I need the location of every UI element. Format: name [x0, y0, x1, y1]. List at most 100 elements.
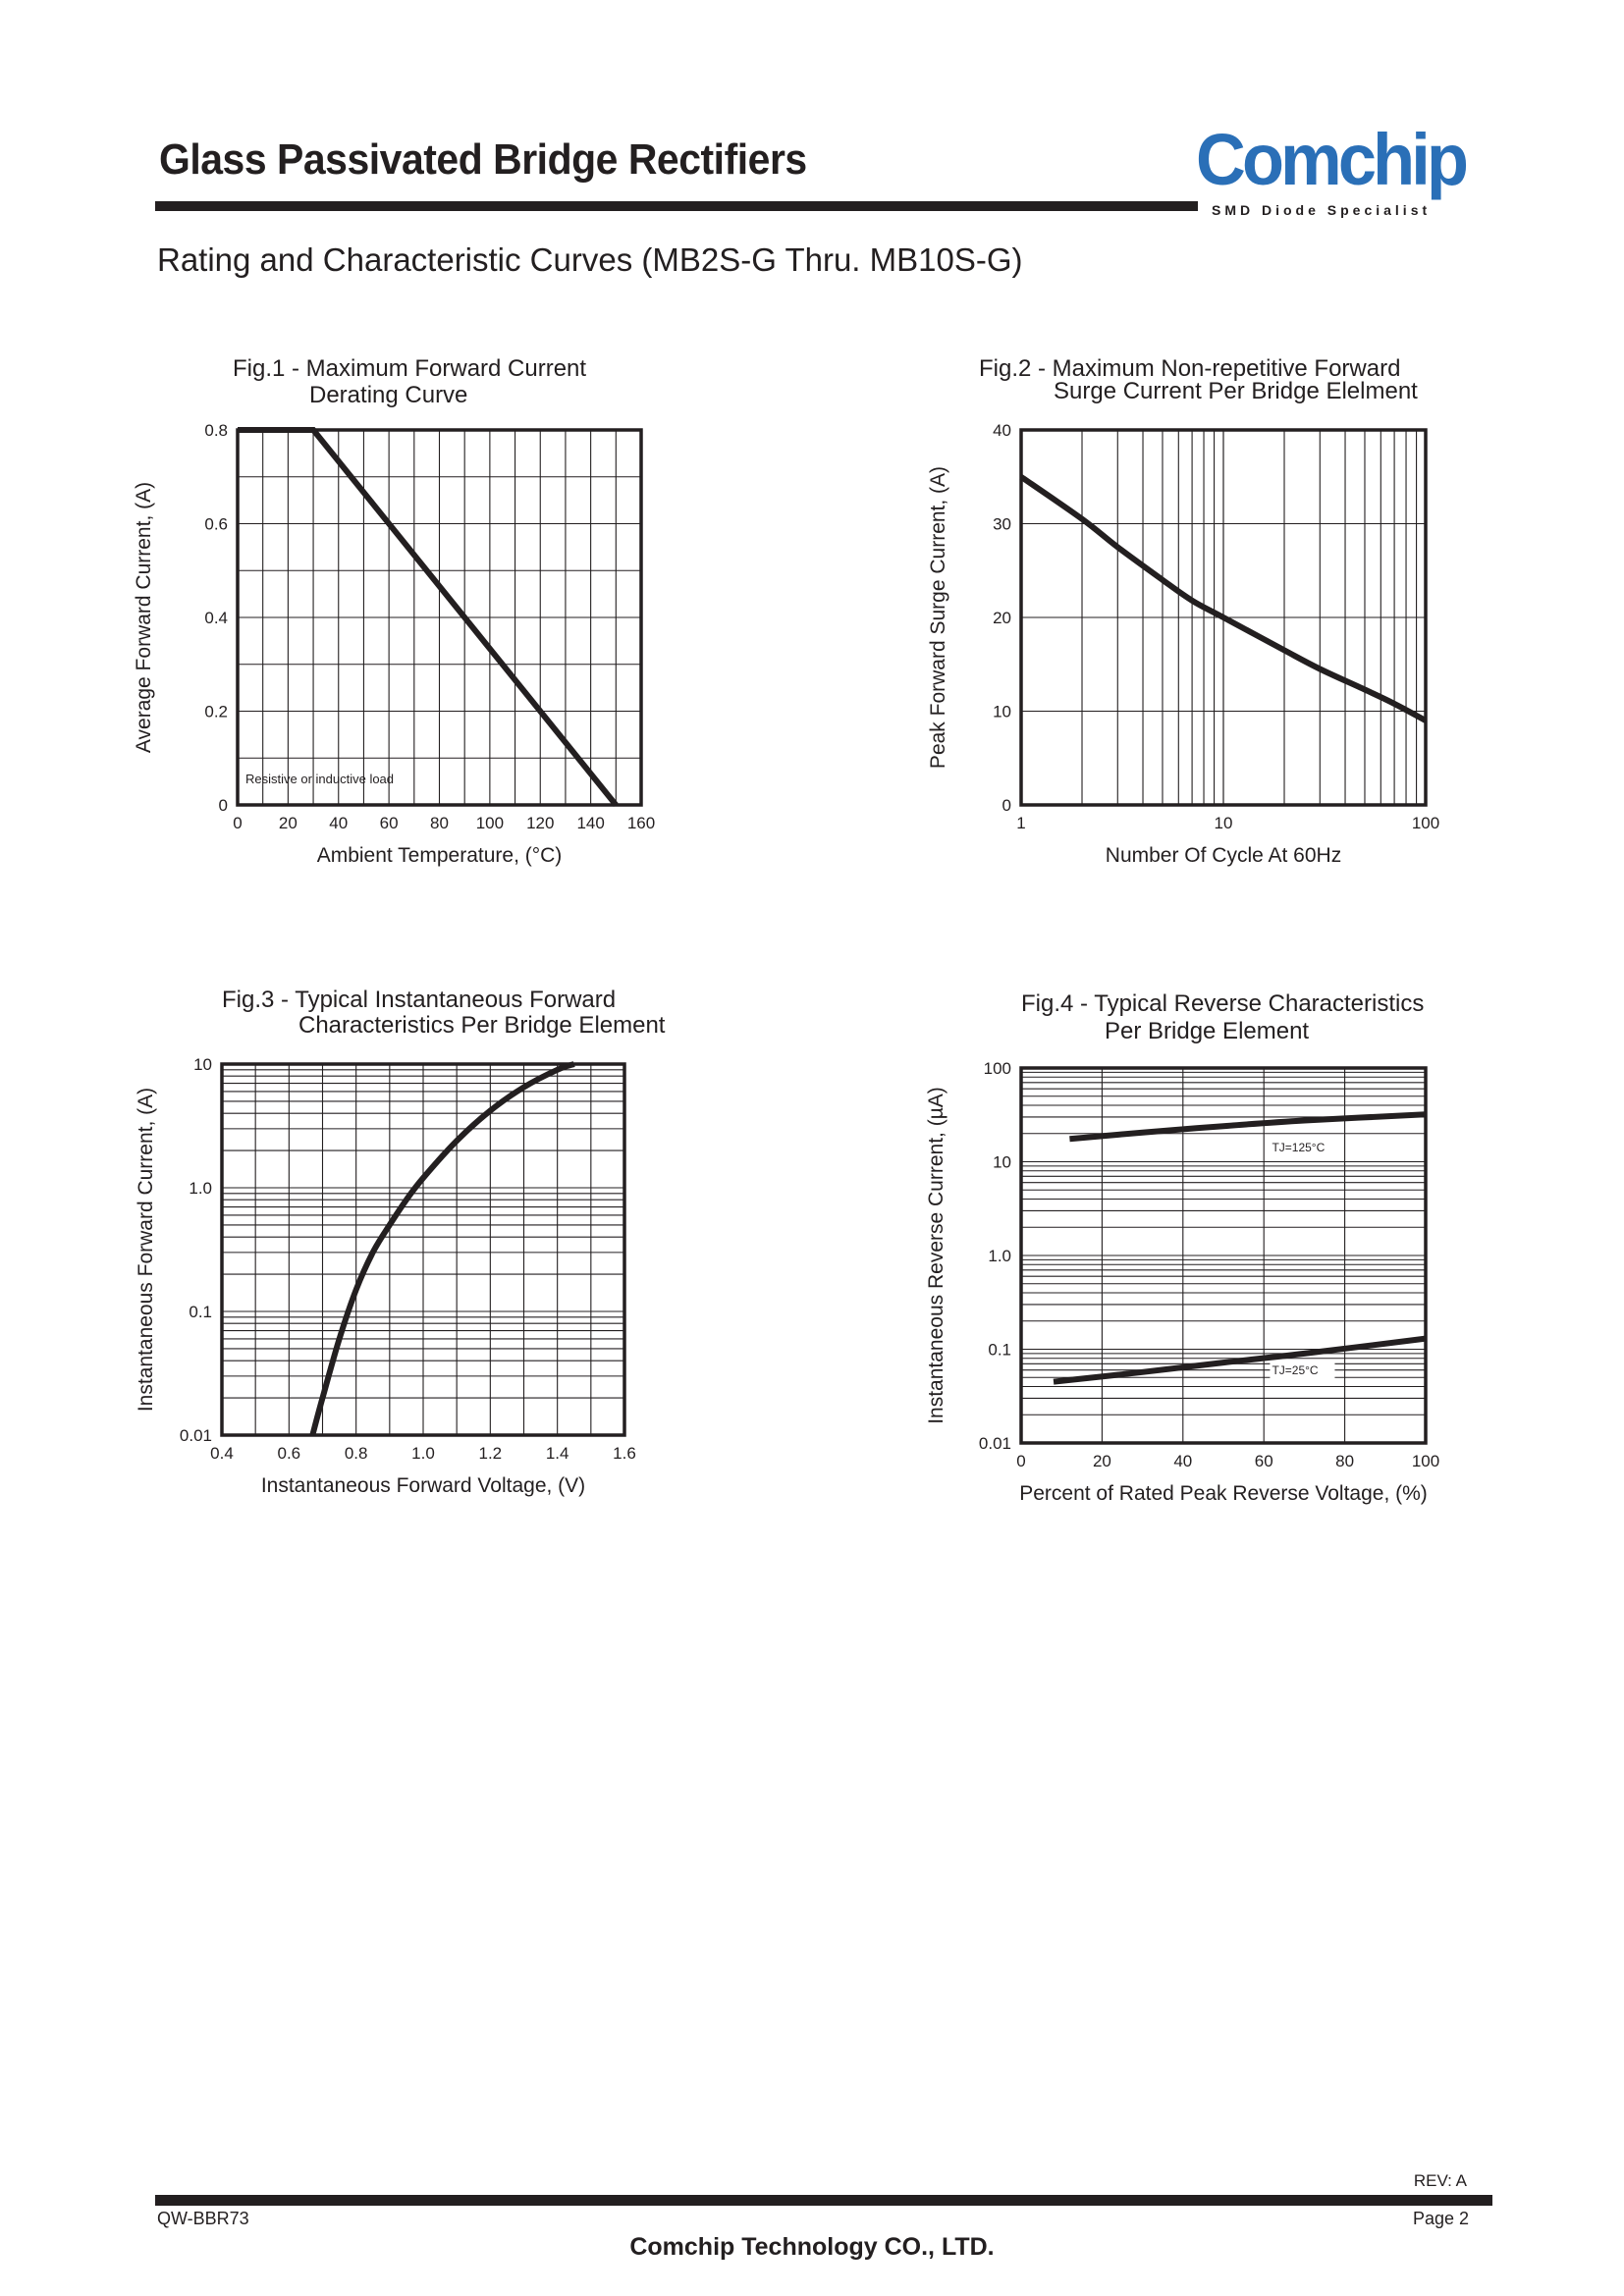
fig4-title-line: Fig.4 - Typical Reverse Characteristics	[1021, 990, 1424, 1017]
fig4-y-tick-label: 10	[993, 1153, 1011, 1172]
fig2-title-line: Fig.2 - Maximum Non-repetitive Forward	[979, 355, 1400, 382]
page-number: Page 2	[1412, 2209, 1469, 2228]
fig4-title-line: Per Bridge Element	[1105, 1018, 1309, 1044]
fig4-frame	[1019, 1066, 1428, 1445]
fig3-y-tick-label: 0.1	[189, 1303, 212, 1321]
fig3-x-tick-label: 0.8	[345, 1444, 368, 1463]
fig1-annotation: Resistive or inductive load	[245, 772, 394, 786]
fig4-x-tick-label: 0	[1016, 1452, 1025, 1470]
fig2-surge-chart: 1 10 100 0 10 20 30 40 Fig.2 - Maximum Non-repet…	[927, 355, 1439, 867]
fig1-x-tick-label: 120	[526, 814, 554, 832]
fig4-y-axis-label: Instantaneous Reverse Current, (µA)	[925, 1087, 947, 1424]
fig3-y-tick-labels: 0.01 0.1 1.0 10	[180, 1055, 212, 1445]
fig3-forward-chart: 0.4 0.6 0.8 1.0 1.2 1.4 1.6 0.01 0.1 1.0 10 Fig.3 -…	[135, 987, 666, 1497]
fig1-y-axis-label: Average Forward Current, (A)	[133, 482, 155, 753]
fig4-y-tick-label: 100	[984, 1059, 1011, 1078]
fig1-x-tick-label: 80	[430, 814, 449, 832]
fig3-frame	[220, 1062, 626, 1437]
fig3-x-tick-labels: 0.4 0.6 0.8 1.0 1.2 1.4 1.6	[210, 1444, 636, 1463]
fig2-y-tick-label: 20	[993, 609, 1011, 627]
page-subtitle: Rating and Characteristic Curves (MB2S-G…	[157, 241, 1023, 278]
title-rule	[155, 201, 1198, 211]
fig3-x-tick-label: 0.4	[210, 1444, 234, 1463]
revision-label: REV: A	[1413, 2171, 1467, 2190]
fig4-x-tick-label: 80	[1335, 1452, 1354, 1470]
company-logo: Comchip SMD Diode Specialist	[1196, 119, 1473, 219]
fig4-series-label-bg	[1270, 1362, 1335, 1379]
fig4-y-tick-label: 0.01	[979, 1434, 1011, 1453]
fig3-grid	[221, 1063, 625, 1436]
fig1-x-tick-label: 160	[627, 814, 655, 832]
footer-rule	[155, 2195, 1492, 2206]
fig1-x-tick-label: 0	[233, 814, 242, 832]
fig3-y-tick-label: 10	[193, 1055, 212, 1074]
fig4-series-line	[1053, 1335, 1427, 1385]
fig2-y-axis-label: Peak Forward Surge Current, (A)	[927, 466, 949, 769]
fig4-x-tick-label: 60	[1255, 1452, 1273, 1470]
fig3-y-tick-label: 0.01	[180, 1426, 212, 1445]
fig3-series-line	[309, 1061, 575, 1436]
fig2-x-tick-label: 100	[1412, 814, 1439, 832]
fig1-x-tick-labels: 0 20 40 60 80 100 120 140 160	[233, 814, 655, 832]
fig4-y-tick-label: 1.0	[988, 1247, 1011, 1265]
fig2-x-tick-labels: 1 10 100	[1016, 814, 1439, 832]
company-name: Comchip Technology CO., LTD.	[629, 2233, 995, 2261]
page-title: Glass Passivated Bridge Rectifiers	[159, 135, 807, 184]
fig4-y-tick-labels: 0.01 0.1 1.0 10 100	[979, 1059, 1011, 1453]
fig3-title-line: Characteristics Per Bridge Element	[298, 1012, 666, 1039]
fig2-y-tick-label: 0	[1002, 796, 1011, 815]
fig1-grid	[237, 429, 642, 806]
document-code: QW-BBR73	[157, 2209, 249, 2228]
fig3-x-tick-label: 1.6	[613, 1444, 636, 1463]
fig1-x-tick-label: 20	[279, 814, 298, 832]
fig1-x-tick-label: 40	[329, 814, 348, 832]
fig2-x-tick-label: 1	[1016, 814, 1025, 832]
fig2-series-line	[1019, 474, 1428, 723]
fig3-y-axis-label: Instantaneous Forward Current, (A)	[135, 1088, 157, 1412]
fig1-y-tick-label: 0.4	[204, 609, 228, 627]
fig2-y-tick-labels: 0 10 20 30 40	[993, 421, 1011, 815]
fig4-series-label: TJ=25°C	[1272, 1363, 1318, 1377]
fig2-y-tick-label: 30	[993, 515, 1011, 534]
fig3-x-tick-label: 1.4	[546, 1444, 569, 1463]
fig4-x-tick-labels: 0 20 40 60 80 100	[1016, 1452, 1439, 1470]
fig2-y-tick-label: 40	[993, 421, 1011, 440]
fig1-title-line: Derating Curve	[309, 382, 467, 408]
fig3-x-axis-label: Instantaneous Forward Voltage, (V)	[261, 1474, 585, 1497]
fig1-x-axis-label: Ambient Temperature, (°C)	[317, 844, 563, 867]
fig4-reverse-chart: 0 20 40 60 80 100 0.01 0.1 1.0 10 100 Fig.4 - Typic…	[925, 990, 1439, 1505]
fig3-x-tick-label: 0.6	[278, 1444, 301, 1463]
fig4-y-tick-label: 0.1	[988, 1341, 1011, 1360]
fig1-y-tick-label: 0	[219, 796, 228, 815]
fig4-series-label-bg	[1270, 1140, 1335, 1156]
fig1-x-tick-label: 60	[380, 814, 399, 832]
logo-tagline: SMD Diode Specialist	[1212, 202, 1432, 218]
logo-wordmark: Comchip	[1196, 119, 1469, 200]
fig4-series-line	[1069, 1111, 1427, 1143]
fig3-x-tick-label: 1.2	[479, 1444, 503, 1463]
fig1-y-tick-labels: 0 0.2 0.4 0.6 0.8	[204, 421, 228, 815]
fig3-y-tick-label: 1.0	[189, 1179, 212, 1198]
fig1-y-tick-label: 0.8	[204, 421, 228, 440]
fig2-y-tick-label: 10	[993, 703, 1011, 721]
fig1-y-tick-label: 0.6	[204, 515, 228, 534]
fig4-series-label: TJ=125°C	[1272, 1141, 1325, 1154]
fig4-x-tick-label: 20	[1093, 1452, 1111, 1470]
fig2-x-axis-label: Number Of Cycle At 60Hz	[1106, 844, 1341, 867]
fig2-x-tick-label: 10	[1215, 814, 1233, 832]
fig1-frame	[236, 428, 643, 807]
fig1-series-line	[238, 427, 619, 807]
fig3-title-line: Fig.3 - Typical Instantaneous Forward	[222, 987, 616, 1013]
fig2-title-line: Surge Current Per Bridge Elelment	[1054, 378, 1418, 404]
fig4-x-tick-label: 100	[1412, 1452, 1439, 1470]
fig3-x-tick-label: 1.0	[411, 1444, 435, 1463]
fig2-frame	[1019, 428, 1428, 807]
fig4-x-axis-label: Percent of Rated Peak Reverse Voltage, (…	[1019, 1482, 1428, 1505]
fig1-title-line: Fig.1 - Maximum Forward Current	[233, 355, 586, 382]
fig4-x-tick-label: 40	[1173, 1452, 1192, 1470]
fig1-y-tick-label: 0.2	[204, 703, 228, 721]
fig1-derating-chart: 0 20 40 60 80 100 120 140 160 0 0.2 0.4 0.6 0.8 Fig.1 …	[133, 355, 655, 867]
fig1-x-tick-label: 100	[476, 814, 504, 832]
fig1-x-tick-label: 140	[576, 814, 604, 832]
